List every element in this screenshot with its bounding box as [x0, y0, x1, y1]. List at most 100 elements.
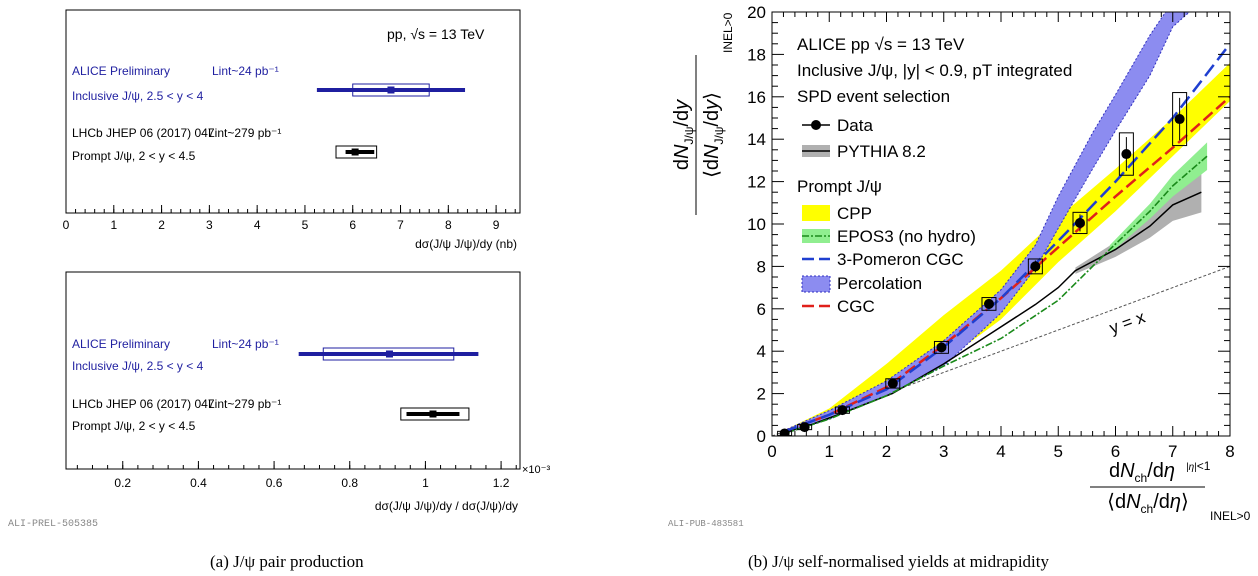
- x-tick-label: 0: [63, 218, 70, 232]
- entry-label-1: LHCb JHEP 06 (2017) 047: [72, 126, 215, 140]
- entry-lumi: Lint~279 pb⁻¹: [208, 397, 281, 411]
- title-line-2: Inclusive J/ψ, |y| < 0.9, pT integrated: [797, 61, 1072, 80]
- entries-a-bottom: ALICE Preliminary Lint~24 pb⁻¹ Inclusive J…: [72, 337, 479, 433]
- data-point: [351, 148, 359, 156]
- legend-percolation-swatch: [801, 275, 831, 293]
- legend-epos-label: EPOS3 (no hydro): [837, 227, 976, 246]
- legend-cgc3-label: 3-Pomeron CGC: [837, 250, 964, 269]
- y-tick-label: 0: [757, 427, 766, 446]
- svg-text:|η|<1: |η|<1: [1186, 459, 1211, 473]
- svg-text:INEL>0: INEL>0: [1210, 509, 1251, 523]
- syst-box: [400, 407, 470, 421]
- watermark-b: ALI-PUB-483581: [668, 519, 744, 529]
- entry-label-2: Inclusive J/ψ, 2.5 < y < 4: [72, 89, 204, 103]
- plot-frame-a-bottom: [65, 271, 521, 470]
- y-tick-label: 10: [747, 215, 766, 234]
- cgc3-line: [783, 43, 1230, 433]
- x-tick-label: 1: [825, 442, 834, 461]
- data-syst-box: [1072, 211, 1088, 235]
- prompt-label: Prompt J/ψ: [797, 177, 882, 196]
- x-tick-label: 1: [110, 218, 117, 232]
- y-tick-label: 4: [757, 342, 766, 361]
- entry-0: ALICE Preliminary Lint~24 pb⁻¹ Inclusive J…: [72, 64, 466, 103]
- x-axis-a-bottom: 0.2 0.4 0.6 0.8 1 1.2: [76, 461, 517, 490]
- data-point: [429, 410, 437, 418]
- x-tick-label: 1.2: [493, 476, 510, 490]
- syst-box: [335, 145, 378, 159]
- data-syst-box: [1172, 92, 1188, 147]
- epos-line: [783, 155, 1208, 435]
- title-line-1: ALICE pp √s = 13 TeV: [797, 35, 965, 54]
- y-tick-label: 14: [747, 130, 766, 149]
- entry-lumi: Lint~24 pb⁻¹: [212, 337, 279, 351]
- syst-box: [352, 83, 430, 97]
- plot-frame-a-top: [65, 9, 521, 214]
- data-syst-box: [1027, 258, 1043, 275]
- data-point: [837, 405, 848, 416]
- data-point: [385, 350, 393, 358]
- x-multiplier: ×10⁻³: [522, 464, 550, 476]
- data-point: [1121, 149, 1132, 160]
- entry-label-1: LHCb JHEP 06 (2017) 047: [72, 397, 215, 411]
- svg-text:dNJ/ψ/dy: dNJ/ψ/dy: [671, 99, 696, 170]
- y-tick-label: 2: [757, 385, 766, 404]
- y-tick-label: 12: [747, 173, 766, 192]
- entry-label-2: Inclusive J/ψ, 2.5 < y < 4: [72, 359, 204, 373]
- x-tick-label: 0.6: [266, 476, 283, 490]
- x-tick-label: 6: [349, 218, 356, 232]
- syst-box: [322, 347, 455, 361]
- data-point: [799, 422, 810, 433]
- x-axis-a-top: 0 1 2 3 4 5 6 7 8 9: [63, 205, 516, 232]
- x-tick-label: 3: [939, 442, 948, 461]
- legend-b: Data PYTHIA 8.2 CPP EPOS3 (no hydro) 3-Pomer…: [801, 116, 976, 316]
- data-point: [1174, 114, 1185, 125]
- entry-label-1: ALICE Preliminary: [72, 337, 170, 351]
- x-axis-label-b: dNch/dη |η|<1 ⟨dNch/dη⟩ INEL>0: [1090, 459, 1251, 523]
- data-syst-box: [981, 297, 997, 311]
- caption-b: (b) J/ψ self-normalised yields at midrap…: [748, 552, 1049, 571]
- y-tick-label: 20: [747, 3, 766, 22]
- x-tick-label: 4: [254, 218, 261, 232]
- y-tick-label: 18: [747, 45, 766, 64]
- data-syst-box: [933, 340, 949, 354]
- data-point: [983, 298, 994, 309]
- x-tick-label: 5: [1054, 442, 1063, 461]
- watermark-a: ALI-PREL-505385: [8, 519, 98, 530]
- x-tick-label: 0: [767, 442, 776, 461]
- legend-cpp-swatch: [802, 205, 830, 221]
- plot-area-b: [772, 12, 1230, 436]
- panel-a-top: pp, √s = 13 TeV 0 1 2 3 4 5 6 7 8 9 dσ(J/ψ J/ψ)/d…: [63, 9, 521, 251]
- x-tick-label: 8: [445, 218, 452, 232]
- legend-data-marker: [811, 120, 821, 130]
- data-syst-box: [1118, 132, 1134, 176]
- x-tick-label: 8: [1225, 442, 1234, 461]
- x-tick-label: 6: [1111, 442, 1120, 461]
- legend-cgc-label: CGC: [837, 297, 875, 316]
- data-point: [387, 86, 395, 94]
- legend-percolation-label: Percolation: [837, 274, 922, 293]
- x-tick-label: 0.4: [190, 476, 207, 490]
- caption-a: (a) J/ψ pair production: [210, 552, 364, 571]
- x-tick-label: 2: [882, 442, 891, 461]
- y-axis-label-b: dNJ/ψ/dy ⟨dNJ/ψ/dy⟩ INEL>0: [671, 12, 735, 215]
- data-point: [887, 378, 898, 389]
- entry-label-2: Prompt J/ψ, 2 < y < 4.5: [72, 419, 196, 433]
- y-tick-label: 6: [757, 300, 766, 319]
- x-tick-label: 3: [206, 218, 213, 232]
- x-axis-label-a-top: dσ(J/ψ J/ψ)/dy (nb): [415, 237, 517, 251]
- energy-label: pp, √s = 13 TeV: [387, 26, 485, 42]
- x-tick-label: 7: [397, 218, 404, 232]
- y-tick-label: 8: [757, 257, 766, 276]
- legend-data-label: Data: [837, 116, 873, 135]
- x-axis-label-a-bottom: dσ(J/ψ J/ψ)/dy / dσ(J/ψ)/dy: [375, 499, 518, 513]
- x-tick-label: 0.2: [114, 476, 131, 490]
- x-tick-label: 4: [996, 442, 1005, 461]
- legend-cpp-label: CPP: [837, 204, 872, 223]
- entry-lumi: Lint~24 pb⁻¹: [212, 64, 279, 78]
- data-point: [1075, 217, 1086, 228]
- svg-text:⟨dNJ/ψ/dy⟩: ⟨dNJ/ψ/dy⟩: [701, 92, 726, 178]
- x-tick-label: 1: [422, 476, 429, 490]
